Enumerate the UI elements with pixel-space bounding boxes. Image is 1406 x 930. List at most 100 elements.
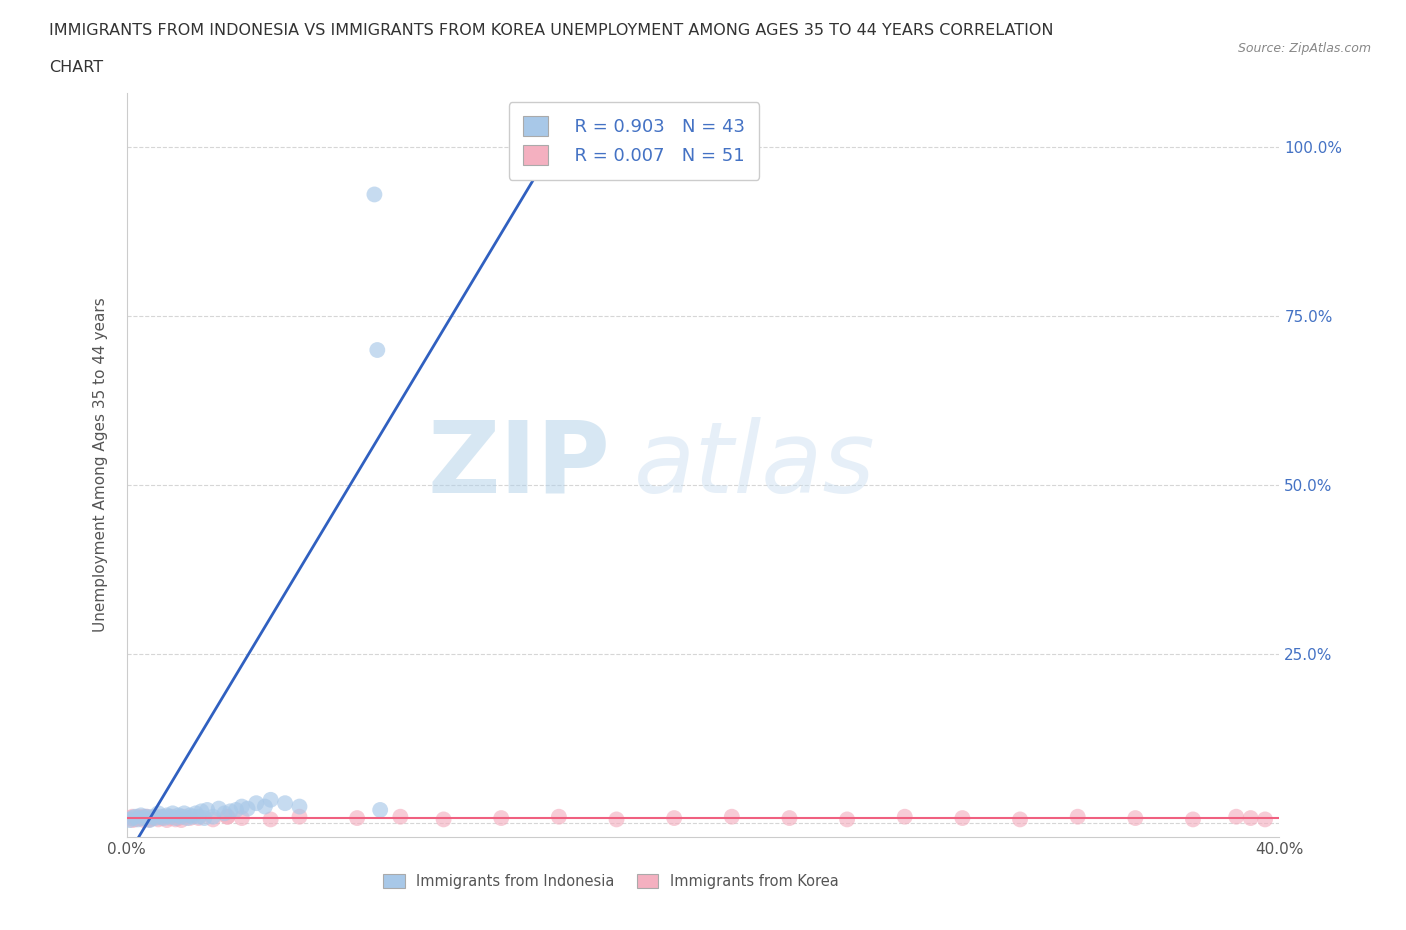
Point — [138, 812, 160, 827]
Point — [162, 809, 184, 824]
Point — [346, 811, 368, 826]
Point — [1254, 812, 1277, 827]
Point — [138, 812, 160, 827]
Point — [202, 809, 225, 824]
Point — [605, 812, 627, 827]
Point — [124, 809, 146, 824]
Point — [217, 809, 239, 824]
Point — [118, 811, 141, 826]
Point — [236, 801, 259, 816]
Point — [181, 809, 204, 824]
Point — [121, 813, 143, 828]
Point — [950, 811, 973, 826]
Point — [165, 812, 187, 827]
Point — [176, 811, 198, 826]
Point — [288, 799, 311, 814]
Text: CHART: CHART — [49, 60, 103, 75]
Point — [150, 809, 173, 824]
Point — [138, 813, 160, 828]
Point — [179, 811, 201, 826]
Point — [127, 811, 149, 826]
Point — [202, 812, 225, 827]
Point — [121, 811, 143, 826]
Point — [129, 811, 152, 826]
Point — [150, 811, 173, 826]
Point — [190, 804, 212, 818]
Point — [135, 809, 157, 824]
Point — [121, 809, 143, 824]
Point — [489, 811, 512, 826]
Point — [245, 796, 267, 811]
Point — [129, 808, 152, 823]
Point — [179, 808, 201, 823]
Point — [148, 806, 170, 821]
Text: ZIP: ZIP — [427, 417, 610, 513]
Point — [170, 809, 193, 824]
Point — [187, 809, 209, 824]
Point — [145, 811, 166, 826]
Point — [368, 803, 391, 817]
Point — [173, 809, 195, 824]
Point — [148, 812, 170, 827]
Point — [141, 809, 163, 824]
Point — [253, 799, 276, 814]
Text: atlas: atlas — [634, 417, 876, 513]
Y-axis label: Unemployment Among Ages 35 to 44 years: Unemployment Among Ages 35 to 44 years — [93, 298, 108, 632]
Point — [187, 811, 209, 826]
Point — [894, 809, 917, 824]
Point — [366, 342, 388, 357]
Point — [214, 806, 236, 821]
Point — [170, 813, 193, 828]
Point — [173, 806, 195, 821]
Point — [162, 806, 184, 821]
Point — [1240, 811, 1263, 826]
Point — [363, 187, 385, 202]
Point — [145, 809, 166, 824]
Point — [153, 811, 176, 826]
Point — [159, 809, 181, 824]
Point — [156, 808, 179, 823]
Point — [208, 801, 231, 816]
Point — [225, 803, 247, 817]
Point — [664, 811, 686, 826]
Text: Source: ZipAtlas.com: Source: ZipAtlas.com — [1237, 42, 1371, 55]
Point — [167, 808, 190, 823]
Point — [153, 809, 176, 824]
Point — [219, 804, 242, 818]
Point — [1181, 812, 1204, 827]
Point — [1123, 811, 1146, 826]
Point — [127, 812, 149, 827]
Point — [167, 811, 190, 826]
Point — [165, 811, 187, 826]
Point — [141, 811, 163, 826]
Text: IMMIGRANTS FROM INDONESIA VS IMMIGRANTS FROM KOREA UNEMPLOYMENT AMONG AGES 35 TO: IMMIGRANTS FROM INDONESIA VS IMMIGRANTS … — [49, 23, 1053, 38]
Point — [217, 809, 239, 824]
Point — [184, 806, 207, 821]
Point — [193, 811, 215, 826]
Point — [274, 796, 297, 811]
Point — [1067, 809, 1090, 824]
Point — [124, 812, 146, 827]
Point — [835, 812, 858, 827]
Point — [720, 809, 742, 824]
Point — [1008, 812, 1031, 827]
Point — [779, 811, 801, 826]
Point — [132, 813, 155, 828]
Legend: Immigrants from Indonesia, Immigrants from Korea: Immigrants from Indonesia, Immigrants fr… — [375, 867, 846, 897]
Point — [548, 809, 571, 824]
Point — [231, 811, 253, 826]
Point — [159, 811, 181, 826]
Point — [118, 813, 141, 828]
Point — [135, 809, 157, 824]
Point — [389, 809, 412, 824]
Point — [433, 812, 456, 827]
Point — [132, 811, 155, 826]
Point — [1225, 809, 1247, 824]
Point — [259, 812, 281, 827]
Point — [127, 809, 149, 824]
Point — [132, 809, 155, 824]
Point — [288, 809, 311, 824]
Point — [259, 792, 281, 807]
Point — [231, 799, 253, 814]
Point — [156, 813, 179, 828]
